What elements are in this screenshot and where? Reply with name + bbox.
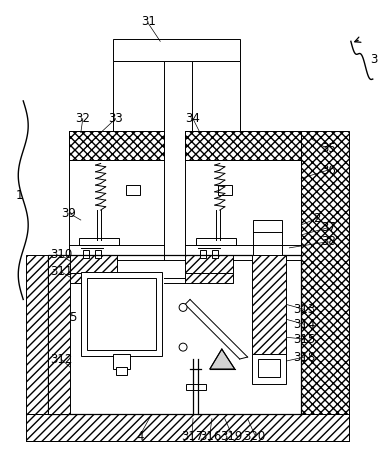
Bar (113, 39, 240, 61)
Bar (26, 414, 349, 442)
Polygon shape (210, 349, 235, 369)
Text: 4: 4 (137, 430, 144, 443)
Text: 39: 39 (62, 207, 76, 220)
Bar (200, 250, 206, 258)
Text: 320: 320 (243, 430, 266, 443)
Bar (83, 250, 89, 258)
Text: 3: 3 (370, 53, 377, 66)
Text: 314: 314 (293, 318, 315, 331)
Text: 316: 316 (199, 430, 221, 443)
Bar (87, 278, 156, 350)
Text: 2: 2 (313, 212, 321, 225)
Text: 313: 313 (293, 303, 315, 316)
Text: 32: 32 (75, 112, 90, 125)
Bar (69, 131, 164, 260)
Text: 310: 310 (50, 249, 72, 261)
Bar (185, 131, 301, 260)
Bar (253, 220, 283, 255)
Text: 35: 35 (322, 142, 336, 155)
Text: 36: 36 (322, 164, 336, 177)
Text: 37: 37 (322, 221, 336, 235)
Text: 312: 312 (50, 353, 72, 365)
Bar (301, 131, 349, 414)
Bar (196, 238, 236, 245)
Bar (257, 359, 280, 377)
Bar (26, 255, 48, 414)
Text: 31: 31 (141, 15, 156, 28)
Bar (113, 61, 164, 141)
Bar (69, 131, 164, 161)
Text: 34: 34 (185, 112, 200, 125)
Bar (81, 272, 162, 356)
Bar (79, 238, 118, 245)
Bar (185, 255, 233, 273)
Bar (48, 255, 70, 414)
Circle shape (179, 343, 187, 351)
Bar (252, 354, 286, 384)
Bar (95, 250, 101, 258)
Bar (69, 255, 116, 273)
Text: 38: 38 (322, 235, 336, 249)
Bar (185, 273, 233, 283)
Bar (218, 185, 232, 195)
Bar (192, 61, 240, 141)
Bar (116, 367, 127, 375)
Bar (48, 255, 301, 414)
Text: 1: 1 (15, 189, 23, 202)
Bar (185, 131, 301, 161)
Bar (113, 354, 130, 369)
Bar (69, 273, 116, 283)
Text: 319: 319 (221, 430, 243, 443)
Text: 33: 33 (108, 112, 123, 125)
Text: 317: 317 (181, 430, 203, 443)
Text: 311: 311 (50, 265, 72, 278)
Bar (212, 250, 218, 258)
Text: 315: 315 (293, 333, 315, 345)
Text: 318: 318 (293, 350, 315, 364)
Circle shape (179, 304, 187, 311)
Bar (127, 185, 140, 195)
Bar (186, 384, 206, 390)
Text: 5: 5 (69, 311, 77, 324)
Bar (252, 255, 286, 354)
